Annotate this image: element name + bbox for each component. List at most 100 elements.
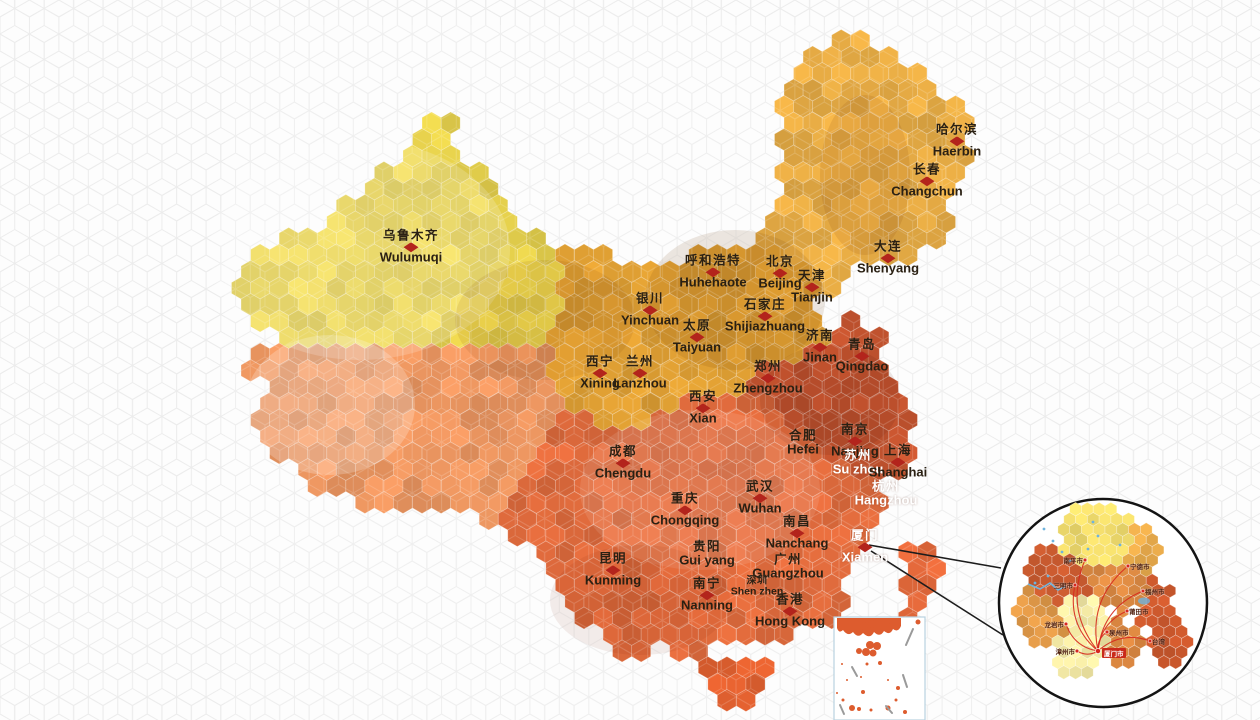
city-hefei: 合肥 Hefei [787,428,819,457]
city-name-en: Jinan [803,349,837,365]
city-name-zh: 长春 [912,162,941,177]
city-name-zh: 成都 [608,444,638,459]
city-hangzhou: 杭州 Hangzhou [854,479,918,508]
city-name-en: Wuhan [738,500,782,516]
city-name-en: Qingdao [835,358,889,374]
city-su-zhou: 苏州 Su zhou [832,448,884,477]
city-marker-diamond-icon [404,242,419,252]
inset-city-label: 南平市 [1063,558,1084,565]
inset-city-label: 台湾 [1152,639,1165,646]
city-name-zh: 杭州 [871,479,901,494]
city-shenyang[interactable]: 大连 Shenyang [856,240,920,276]
city-nanchang[interactable]: 南昌 Nanchang [765,514,829,551]
city-marker-diamond-icon [643,305,658,315]
city-marker-diamond-icon [881,253,896,263]
city-yinchuan[interactable]: 银川 Yinchuan [620,291,680,328]
city-xiamen[interactable]: 厦门 Xiamen [842,529,888,565]
city-name-zh: 广州 [773,552,802,567]
city-marker-diamond-icon [633,368,648,378]
city-marker-diamond-icon [695,403,710,413]
city-name-en: Hangzhou [854,492,918,508]
city-marker-diamond-icon [805,282,820,292]
city-marker-diamond-icon [858,542,873,552]
city-marker-diamond-icon [615,458,630,468]
city-marker-diamond-icon [678,505,693,515]
inset-hub-label-xiamen: 厦门市 [1102,648,1126,658]
city-taiyuan[interactable]: 太原 Taiyuan [673,318,721,355]
city-name-zh: 西宁 [585,354,614,369]
city-name-en: Zhengzhou [733,380,803,396]
city-shanghai[interactable]: 上海 Shanghai [869,443,928,480]
city-name-zh: 北京 [765,254,794,269]
city-jinan[interactable]: 济南 Jinan [803,329,837,365]
city-name-en: Kunming [584,572,642,588]
city-wuhan[interactable]: 武汉 Wuhan [738,480,782,516]
city-xining[interactable]: 西宁 Xining [580,354,620,391]
city-name-zh: 苏州 [843,448,873,463]
city-xian[interactable]: 西安 Xian [689,390,717,426]
city-name-zh: 合肥 [788,428,818,443]
city-nanjing[interactable]: 南京 Nanjing [831,423,879,459]
city-name-zh: 乌鲁木齐 [382,228,439,243]
city-name-zh: 太原 [682,318,712,333]
city-name-en: Nanchang [765,535,829,551]
inset-city-label: 三明市 [1053,583,1074,590]
city-kunming[interactable]: 昆明 Kunming [584,551,642,588]
city-name-zh: 哈尔滨 [935,122,978,137]
city-shijiazhuang[interactable]: 石家庄 Shijiazhuang [724,298,806,334]
city-name-zh: 上海 [883,443,913,458]
city-wulumuqi[interactable]: 乌鲁木齐 Wulumuqi [380,228,443,265]
city-marker-diamond-icon [950,136,965,146]
city-name-en: Shenyang [856,260,920,276]
city-name-en: Yinchuan [620,312,680,328]
city-lanzhou[interactable]: 兰州 Lanzhou [613,355,667,391]
city-gui-yang: 贵阳 Gui yang [679,539,735,568]
city-marker-diamond-icon [605,565,620,575]
city-name-en: Shijiazhuang [724,318,806,334]
city-name-zh: 呼和浩特 [684,253,742,268]
city-hong-kong[interactable]: 香港 Hong Kong [755,593,825,629]
city-name-zh: 郑州 [753,359,783,374]
city-name-zh: 天津 [797,268,826,283]
city-name-en: Su zhou [832,461,884,477]
magnifier-callout-lines [868,544,1004,636]
city-haerbin[interactable]: 哈尔滨 Haerbin [932,122,982,159]
city-chengdu[interactable]: 成都 Chengdu [595,444,651,481]
city-marker-diamond-icon [753,493,768,503]
city-huhehaote[interactable]: 呼和浩特 Huhehaote [679,253,746,290]
inset-city-label: 福州市 [1145,589,1165,596]
city-name-zh: 南宁 [692,576,721,591]
city-name-en: Hefei [787,441,819,457]
inset-city-label: 龙岩市 [1044,622,1065,629]
city-name-zh: 昆明 [598,551,628,566]
city-marker-diamond-icon [705,267,720,277]
inset-city-label: 宁德市 [1130,564,1150,571]
city-beijing[interactable]: 北京 Beijing [758,254,801,291]
city-marker-diamond-icon [920,176,935,186]
city-tianjin[interactable]: 天津 Tianjin [791,268,833,305]
city-name-en: Haerbin [932,143,982,159]
city-qingdao[interactable]: 青岛 Qingdao [835,338,889,374]
city-zhengzhou[interactable]: 郑州 Zhengzhou [733,359,803,396]
inset-city-label: 莆田市 [1129,609,1149,616]
city-marker-diamond-icon [890,457,905,467]
city-marker-diamond-icon [813,342,828,352]
city-nanning[interactable]: 南宁 Nanning [681,576,733,613]
city-marker-diamond-icon [790,528,805,538]
city-name-zh: 银川 [635,291,664,306]
city-name-en: Chongqing [650,512,720,528]
city-marker-diamond-icon [847,436,862,446]
city-name-zh: 贵阳 [692,539,721,554]
city-name-en: Guangzhou [752,565,824,581]
city-chongqing[interactable]: 重庆 Chongqing [650,492,720,528]
city-name-zh: 南昌 [782,514,811,529]
south-china-sea-inset [833,616,926,720]
city-name-en: Tianjin [791,289,833,305]
city-name-en: Nanning [681,597,733,613]
city-marker-diamond-icon [757,311,772,321]
city-name-en: Lanzhou [613,375,667,391]
city-marker-diamond-icon [689,332,704,342]
city-changchun[interactable]: 长春 Changchun [891,162,963,199]
